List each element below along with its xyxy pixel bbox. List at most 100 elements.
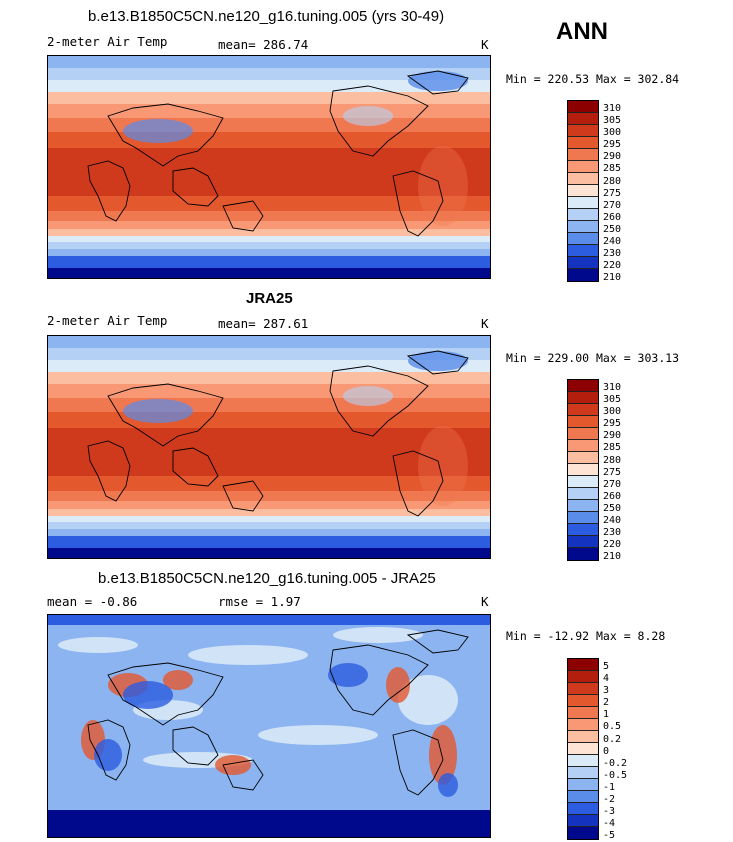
season-label: ANN bbox=[556, 18, 608, 45]
colorbar-tick-label: 220 bbox=[603, 539, 622, 551]
colorbar-swatch bbox=[568, 707, 598, 719]
colorbar-tick-label: 240 bbox=[603, 515, 622, 527]
panel3-colorbar-labels: 5 4 3 2 1 0.5 0.2 0 -0.2 -0.5 -1 -2 -3 -4 -5 bbox=[603, 661, 627, 842]
colorbar-tick-label: 290 bbox=[603, 430, 622, 442]
colorbar-tick-label: 275 bbox=[603, 466, 622, 478]
colorbar-tick-label: -1 bbox=[603, 781, 616, 793]
colorbar-tick-label: 310 bbox=[603, 103, 622, 114]
colorbar-swatch bbox=[568, 428, 598, 440]
colorbar-tick-label: 210 bbox=[603, 551, 622, 563]
panel3-title: b.e13.B1850C5CN.ne120_g16.tuning.005 - J… bbox=[98, 570, 436, 587]
colorbar-swatch bbox=[568, 827, 598, 839]
colorbar-swatch bbox=[568, 791, 598, 803]
colorbar-tick-label: 0.2 bbox=[603, 733, 622, 745]
colorbar-swatch bbox=[568, 659, 598, 671]
colorbar-swatch bbox=[568, 125, 598, 137]
colorbar-swatch bbox=[568, 137, 598, 149]
colorbar-tick-label: -0.5 bbox=[603, 769, 628, 781]
panel2-units: K bbox=[481, 316, 489, 331]
colorbar-swatch bbox=[568, 173, 598, 185]
panel3-map bbox=[47, 614, 491, 838]
colorbar-swatch bbox=[568, 719, 598, 731]
colorbar-tick-label: 230 bbox=[603, 248, 622, 260]
colorbar-swatch bbox=[568, 185, 598, 197]
panel3-units: K bbox=[481, 594, 489, 609]
colorbar-tick-label: 3 bbox=[603, 685, 610, 697]
panel2-variable: 2-meter Air Temp bbox=[47, 313, 168, 328]
colorbar-swatch bbox=[568, 404, 598, 416]
panel1-variable: 2-meter Air Temp bbox=[47, 34, 168, 49]
colorbar-swatch bbox=[568, 257, 598, 269]
colorbar-swatch bbox=[568, 476, 598, 488]
colorbar-tick-label: -5 bbox=[603, 830, 616, 842]
colorbar-tick-label: 270 bbox=[603, 478, 622, 490]
colorbar-tick-label: 260 bbox=[603, 211, 622, 223]
colorbar-swatch bbox=[568, 452, 598, 464]
colorbar-swatch bbox=[568, 512, 598, 524]
panel1-units: K bbox=[481, 37, 489, 52]
colorbar-tick-label: 2 bbox=[603, 697, 610, 709]
panel2-map-field bbox=[48, 336, 490, 558]
panel1-mean: mean= 286.74 bbox=[218, 37, 309, 52]
colorbar-tick-label: 300 bbox=[603, 127, 622, 139]
colorbar-swatch bbox=[568, 536, 598, 548]
colorbar-tick-label: 310 bbox=[603, 382, 622, 393]
colorbar-swatch bbox=[568, 500, 598, 512]
colorbar-tick-label: 280 bbox=[603, 175, 622, 187]
panel1-colorbar-labels: 310 305 300 295 290 285 280 275 270 260 250 240 230 2… bbox=[603, 103, 621, 284]
colorbar-swatch bbox=[568, 416, 598, 428]
panel3-mean: mean = -0.86 bbox=[47, 594, 138, 609]
colorbar-swatch bbox=[568, 548, 598, 560]
panel2-minmax: Min = 229.00 Max = 303.13 bbox=[506, 351, 680, 365]
colorbar-swatch bbox=[568, 671, 598, 683]
colorbar-swatch bbox=[568, 524, 598, 536]
panel1-map-field bbox=[48, 56, 490, 278]
panel2-colorbar-labels: 310 305 300 295 290 285 280 275 270 260 250 240 230 2… bbox=[603, 382, 621, 563]
colorbar-tick-label: 1 bbox=[603, 709, 610, 721]
colorbar-tick-label: 250 bbox=[603, 223, 622, 235]
colorbar-tick-label: 230 bbox=[603, 527, 622, 539]
panel3-rmse: rmse = 1.97 bbox=[218, 594, 301, 609]
colorbar-swatch bbox=[568, 440, 598, 452]
panel2-map bbox=[47, 335, 491, 559]
panel2-mean: mean= 287.61 bbox=[218, 316, 309, 331]
colorbar-swatch bbox=[568, 380, 598, 392]
colorbar-tick-label: 270 bbox=[603, 199, 622, 211]
colorbar-tick-label: 295 bbox=[603, 418, 622, 430]
colorbar-swatch bbox=[568, 269, 598, 281]
colorbar-tick-label: 5 bbox=[603, 661, 610, 672]
colorbar-swatch bbox=[568, 101, 598, 113]
colorbar-swatch bbox=[568, 233, 598, 245]
colorbar-tick-label: -0.2 bbox=[603, 757, 628, 769]
colorbar-tick-label: 260 bbox=[603, 490, 622, 502]
colorbar-swatch bbox=[568, 161, 598, 173]
colorbar-swatch bbox=[568, 815, 598, 827]
colorbar-swatch bbox=[568, 149, 598, 161]
colorbar-swatch bbox=[568, 488, 598, 500]
panel1-title: b.e13.B1850C5CN.ne120_g16.tuning.005 (yr… bbox=[88, 8, 445, 25]
colorbar-swatch bbox=[568, 221, 598, 233]
colorbar-tick-label: -3 bbox=[603, 806, 616, 818]
colorbar-swatch bbox=[568, 731, 598, 743]
panel3-map-field bbox=[48, 615, 490, 837]
panel3-colorbar bbox=[567, 658, 599, 840]
panel3-minmax: Min = -12.92 Max = 8.28 bbox=[506, 629, 666, 643]
colorbar-swatch bbox=[568, 209, 598, 221]
colorbar-swatch bbox=[568, 767, 598, 779]
colorbar-swatch bbox=[568, 743, 598, 755]
colorbar-tick-label: 0.5 bbox=[603, 721, 622, 733]
colorbar-swatch bbox=[568, 392, 598, 404]
colorbar-tick-label: 250 bbox=[603, 502, 622, 514]
colorbar-swatch bbox=[568, 464, 598, 476]
colorbar-swatch bbox=[568, 779, 598, 791]
colorbar-swatch bbox=[568, 197, 598, 209]
colorbar-swatch bbox=[568, 695, 598, 707]
colorbar-tick-label: 0 bbox=[603, 745, 610, 757]
colorbar-tick-label: 280 bbox=[603, 454, 622, 466]
panel2-colorbar bbox=[567, 379, 599, 561]
colorbar-tick-label: 295 bbox=[603, 139, 622, 151]
colorbar-tick-label: 305 bbox=[603, 115, 622, 127]
colorbar-swatch bbox=[568, 755, 598, 767]
colorbar-tick-label: 210 bbox=[603, 272, 622, 284]
colorbar-swatch bbox=[568, 245, 598, 257]
